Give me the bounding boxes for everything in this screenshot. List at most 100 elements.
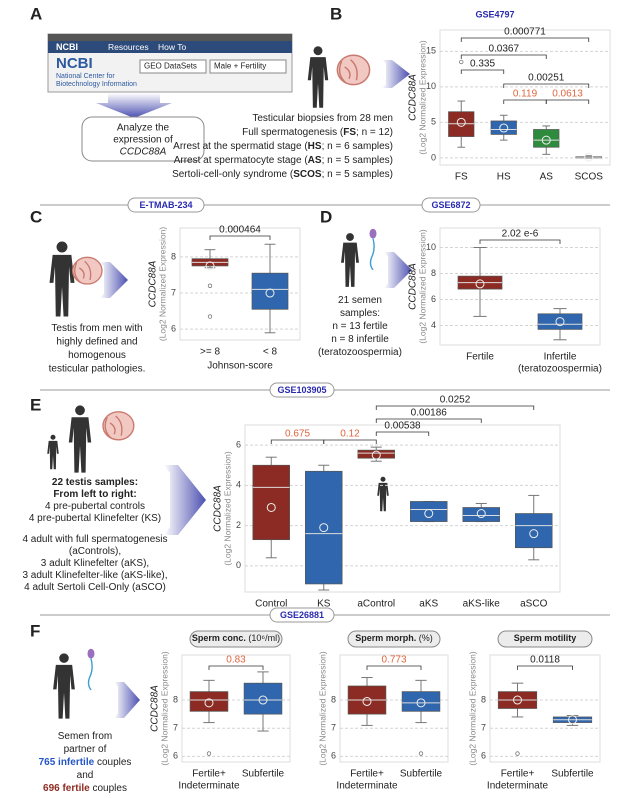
x-tick-label: Control bbox=[255, 599, 287, 610]
text-segment: testicular pathologies. bbox=[49, 363, 146, 374]
box bbox=[515, 513, 553, 549]
title-pill bbox=[347, 630, 441, 648]
dataset-label: E-TMAB-234 bbox=[139, 200, 192, 210]
x-tick-label: Fertile+ bbox=[501, 769, 535, 780]
box bbox=[243, 682, 283, 715]
x-tick-label: Subfertile bbox=[242, 769, 285, 780]
description-line: 3 adult Klinefelter (aKS), bbox=[41, 558, 149, 569]
description-line: Arrest at spermatocyte stage (AS; n = 5 … bbox=[174, 155, 393, 166]
description-line: Full spermatogenesis (FS; n = 12) bbox=[242, 127, 393, 138]
y-axis-label: CCDC88A bbox=[408, 263, 419, 310]
description-line: and bbox=[77, 770, 94, 781]
text-segment: samples: bbox=[340, 308, 380, 319]
sperm-icon bbox=[368, 228, 378, 270]
dataset-pill bbox=[127, 197, 205, 213]
text-segment: SCOS bbox=[293, 169, 322, 180]
mean bbox=[456, 117, 466, 127]
dataset-pill bbox=[269, 382, 335, 398]
y-tick-label: 5 bbox=[431, 117, 436, 127]
p-value: 0.00251 bbox=[528, 73, 565, 84]
title-pill bbox=[497, 630, 593, 648]
database-select[interactable] bbox=[139, 59, 207, 74]
title-unit: (%) bbox=[419, 633, 433, 643]
box bbox=[401, 691, 441, 712]
description-line: 4 adult with full spermatogenesis bbox=[22, 534, 167, 545]
nav-menu[interactable]: Resources bbox=[108, 42, 149, 52]
description-line: Testicular biopsies from 28 men bbox=[252, 113, 393, 124]
mean bbox=[499, 123, 509, 133]
text-segment: 4 adult with full spermatogenesis bbox=[22, 534, 167, 545]
x-tick-label: Subfertile bbox=[551, 769, 594, 780]
comparison-bracket bbox=[209, 235, 271, 240]
description-line: 3 adult Klinefelter-like (aKS-like), bbox=[22, 570, 167, 581]
x-tick-label: Indeterminate bbox=[336, 781, 398, 792]
text-segment: ; n = 12) bbox=[356, 127, 393, 138]
y-tick-label: 6 bbox=[481, 751, 486, 761]
chart-title: Sperm morph. (%) bbox=[355, 633, 433, 643]
y-axis-sublabel: (Log2 Normalized Expression) bbox=[157, 227, 167, 341]
plot-frame bbox=[179, 227, 301, 341]
mean bbox=[475, 279, 485, 289]
panel-letter: F bbox=[30, 621, 40, 640]
text-segment: 3 adult Klinefelter (aKS), bbox=[41, 558, 149, 569]
title-main: Sperm morph. bbox=[355, 633, 416, 643]
y-tick-label: 4 bbox=[431, 320, 436, 330]
text-segment: 4 adult Sertoli Cell-Only (aSCO) bbox=[24, 582, 166, 593]
plot-frame bbox=[489, 654, 601, 763]
nav-menu[interactable]: How To bbox=[158, 42, 186, 52]
testis-icon bbox=[336, 54, 371, 86]
x-tick-label: KS bbox=[317, 599, 331, 610]
comparison-bracket bbox=[375, 405, 535, 410]
nav-bar bbox=[48, 41, 292, 53]
x-tick-label: aControl bbox=[357, 599, 395, 610]
text-segment: 696 fertile bbox=[43, 783, 90, 794]
box bbox=[533, 129, 560, 148]
arrow bbox=[384, 252, 412, 288]
title-main: Sperm conc. bbox=[192, 633, 246, 643]
y-tick-label: 8 bbox=[171, 251, 176, 261]
sperm-icon bbox=[86, 648, 96, 690]
mean bbox=[476, 509, 486, 519]
mean bbox=[266, 502, 276, 512]
x-axis-label: Johnson-score bbox=[207, 361, 273, 372]
y-axis-sublabel: (Log2 Normalized Expression) bbox=[467, 651, 477, 765]
arrow bbox=[164, 465, 206, 535]
mean bbox=[205, 261, 215, 271]
plot-frame bbox=[244, 424, 561, 593]
testis-icon bbox=[71, 256, 103, 285]
man-icon bbox=[307, 46, 329, 108]
ncbi-screenshot: NCBI Resources How To NCBI National Cent… bbox=[47, 33, 293, 93]
description-line: highly defined and bbox=[56, 336, 137, 347]
mean bbox=[204, 698, 214, 708]
title-main: Sperm motility bbox=[514, 633, 577, 643]
comparison-bracket bbox=[375, 431, 430, 436]
panel-letter: E bbox=[30, 395, 41, 414]
description-line: 4 pre-pubertal controls bbox=[45, 501, 145, 512]
plot-frame bbox=[339, 654, 449, 763]
comparison-bracket bbox=[503, 99, 547, 104]
chart-title: Sperm motility bbox=[514, 633, 577, 643]
text-segment: couples bbox=[94, 757, 131, 768]
y-tick-label: 6 bbox=[173, 751, 178, 761]
text-segment: From left to right: bbox=[53, 489, 136, 500]
mean bbox=[371, 450, 381, 460]
y-tick-label: 8 bbox=[173, 694, 178, 704]
box bbox=[189, 691, 229, 712]
description-line: Sertoli-cell-only syndrome (SCOS; n = 5 … bbox=[172, 169, 393, 180]
y-axis-label: CCDC88A bbox=[150, 685, 161, 732]
y-axis-label: CCDC88A bbox=[148, 260, 159, 307]
comparison-bracket bbox=[366, 665, 422, 670]
text-segment: Testis from men with bbox=[51, 323, 142, 334]
p-value: 0.675 bbox=[285, 429, 310, 440]
y-axis-label: CCDC88A bbox=[213, 485, 224, 532]
y-axis-sublabel: (Log2 Normalized Expression) bbox=[317, 651, 327, 765]
description-line: partner of bbox=[64, 744, 107, 755]
database-select-text: GEO DataSets bbox=[144, 62, 197, 71]
child-icon bbox=[47, 434, 59, 470]
comparison-bracket bbox=[517, 665, 573, 670]
text-segment: 22 testis samples: bbox=[52, 477, 138, 488]
search-input[interactable] bbox=[209, 59, 287, 74]
mean bbox=[513, 695, 522, 705]
description-line: n = 13 fertile bbox=[332, 321, 388, 332]
